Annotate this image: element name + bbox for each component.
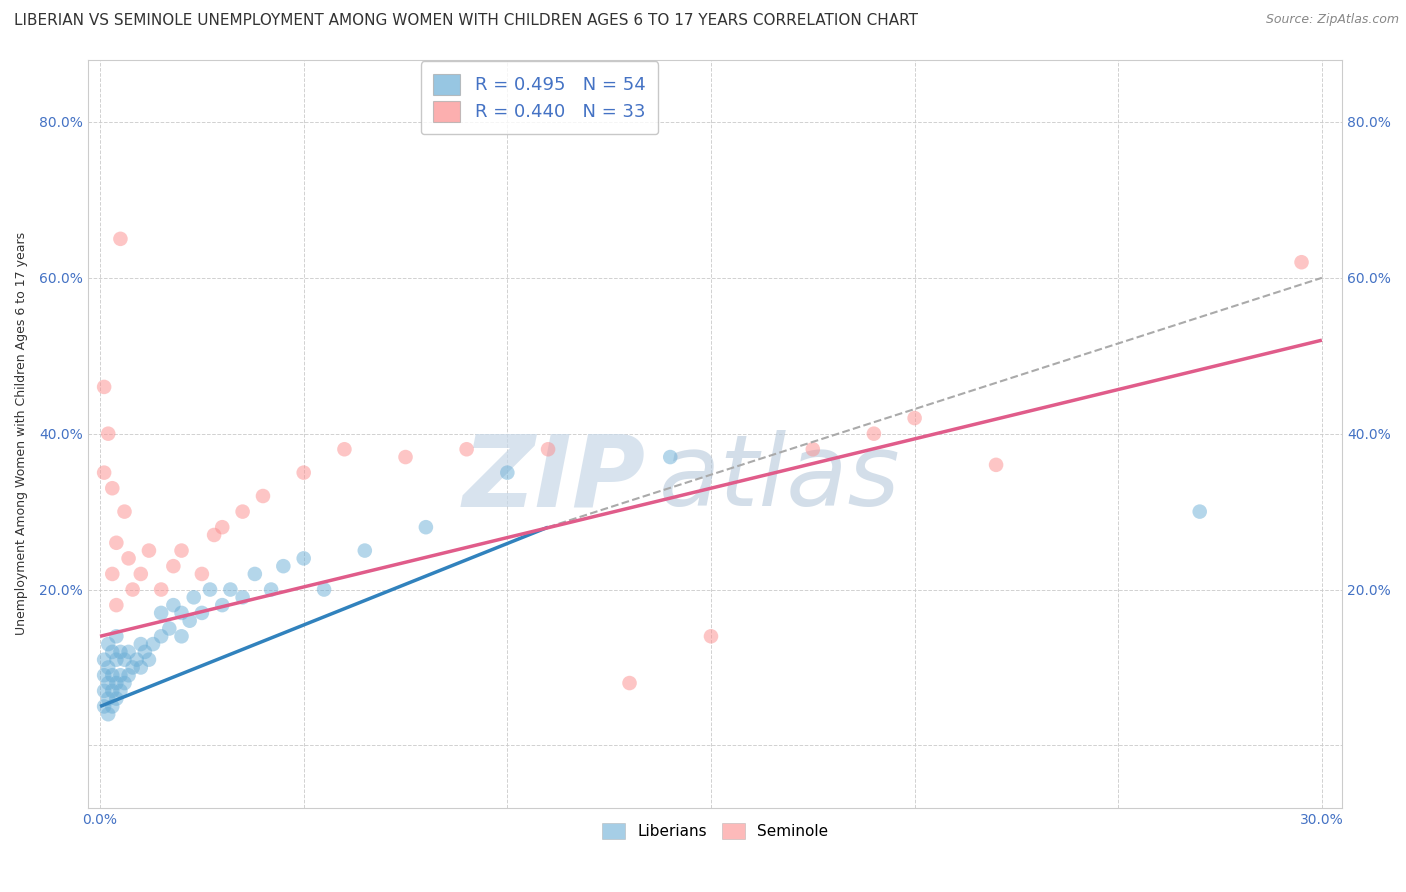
Point — [105, 691, 128, 706]
Point — [105, 629, 128, 643]
Point — [191, 606, 214, 620]
Point — [415, 520, 437, 534]
Point — [162, 598, 184, 612]
Text: Source: ZipAtlas.com: Source: ZipAtlas.com — [1265, 13, 1399, 27]
Point — [93, 699, 115, 714]
Y-axis label: Unemployment Among Women with Children Ages 6 to 17 years: Unemployment Among Women with Children A… — [15, 232, 28, 635]
Point — [105, 676, 128, 690]
Point — [211, 598, 233, 612]
Point — [125, 653, 148, 667]
Point — [243, 566, 266, 581]
Point — [93, 466, 115, 480]
Point — [101, 566, 124, 581]
Point — [157, 622, 180, 636]
Point — [273, 559, 295, 574]
Text: atlas: atlas — [658, 430, 900, 527]
Point — [110, 683, 132, 698]
Point — [105, 653, 128, 667]
Point — [97, 676, 120, 690]
Point — [101, 481, 124, 495]
Point — [801, 442, 824, 457]
Point — [252, 489, 274, 503]
Legend: Liberians, Seminole: Liberians, Seminole — [596, 817, 834, 845]
Point — [134, 645, 156, 659]
Point — [232, 505, 254, 519]
Point — [150, 582, 173, 597]
Point — [150, 606, 173, 620]
Point — [97, 426, 120, 441]
Point — [101, 645, 124, 659]
Point — [117, 645, 139, 659]
Text: LIBERIAN VS SEMINOLE UNEMPLOYMENT AMONG WOMEN WITH CHILDREN AGES 6 TO 17 YEARS C: LIBERIAN VS SEMINOLE UNEMPLOYMENT AMONG … — [14, 13, 918, 29]
Point — [117, 668, 139, 682]
Point — [260, 582, 283, 597]
Point — [97, 691, 120, 706]
Point — [292, 466, 315, 480]
Point — [353, 543, 375, 558]
Point — [232, 591, 254, 605]
Point — [170, 629, 193, 643]
Point — [211, 520, 233, 534]
Point — [110, 232, 132, 246]
Point — [170, 543, 193, 558]
Point — [93, 668, 115, 682]
Point — [191, 566, 214, 581]
Point — [129, 660, 152, 674]
Point — [101, 683, 124, 698]
Point — [183, 591, 205, 605]
Point — [142, 637, 165, 651]
Point — [105, 535, 128, 549]
Point — [110, 645, 132, 659]
Point — [496, 466, 519, 480]
Point — [114, 505, 136, 519]
Point — [904, 411, 927, 425]
Point — [1188, 505, 1211, 519]
Point — [619, 676, 641, 690]
Point — [312, 582, 335, 597]
Point — [93, 683, 115, 698]
Point — [129, 637, 152, 651]
Point — [117, 551, 139, 566]
Point — [114, 676, 136, 690]
Point — [162, 559, 184, 574]
Point — [121, 582, 143, 597]
Point — [198, 582, 221, 597]
Point — [394, 450, 416, 464]
Point — [138, 653, 160, 667]
Point — [984, 458, 1007, 472]
Point — [110, 668, 132, 682]
Point — [93, 380, 115, 394]
Point — [292, 551, 315, 566]
Point — [202, 528, 225, 542]
Point — [105, 598, 128, 612]
Point — [700, 629, 723, 643]
Point — [129, 566, 152, 581]
Point — [101, 699, 124, 714]
Point — [93, 653, 115, 667]
Point — [101, 668, 124, 682]
Point — [333, 442, 356, 457]
Point — [170, 606, 193, 620]
Point — [114, 653, 136, 667]
Point — [1291, 255, 1313, 269]
Point — [659, 450, 682, 464]
Text: ZIP: ZIP — [463, 430, 647, 527]
Point — [121, 660, 143, 674]
Point — [863, 426, 886, 441]
Point — [456, 442, 478, 457]
Point — [138, 543, 160, 558]
Point — [219, 582, 242, 597]
Point — [537, 442, 560, 457]
Point — [97, 660, 120, 674]
Point — [97, 707, 120, 722]
Point — [150, 629, 173, 643]
Point — [97, 637, 120, 651]
Point — [179, 614, 201, 628]
